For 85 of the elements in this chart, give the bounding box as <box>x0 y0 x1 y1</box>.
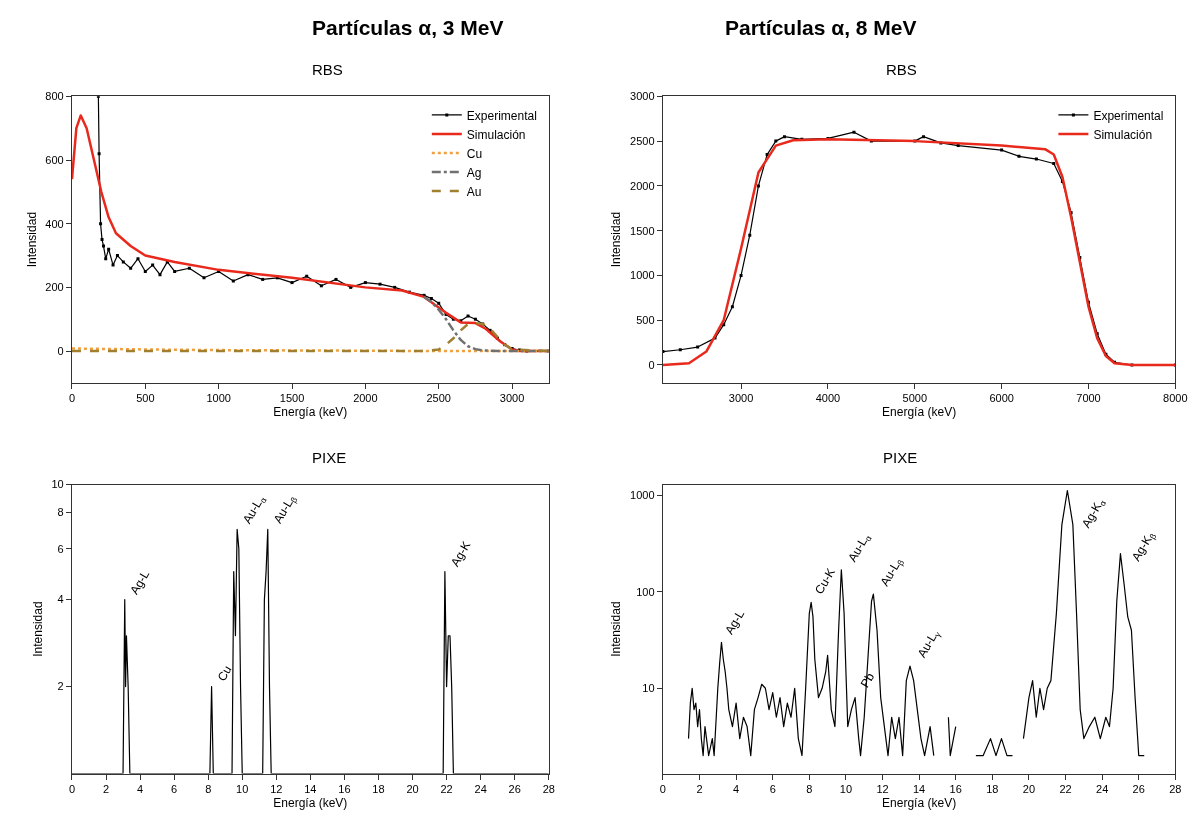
x-tick-label: 1000 <box>206 392 231 405</box>
legend-label: Experimental <box>1093 108 1164 123</box>
x-tick-label: 0 <box>68 782 76 795</box>
x-tick-label: 6000 <box>989 392 1014 405</box>
chart-subtitle: RBS <box>886 61 917 78</box>
x-tick-label: 18 <box>986 782 999 795</box>
x-tick-label: 20 <box>406 782 419 795</box>
x-tick-label: 18 <box>372 782 385 795</box>
y-axis-title: Intensidad <box>609 601 624 657</box>
x-tick-label: 14 <box>913 782 926 795</box>
x-tick-label: 8 <box>806 782 813 795</box>
y-axis-title: Intensidad <box>609 211 624 268</box>
x-tick-label: 24 <box>474 782 487 795</box>
x-tick-label: 500 <box>136 392 155 405</box>
y-tick-label: 4 <box>57 593 64 606</box>
x-tick-label: 10 <box>236 782 249 795</box>
x-tick-label: 26 <box>1132 782 1145 795</box>
y-tick-label: 10 <box>51 478 64 491</box>
y-tick-label: 1000 <box>630 489 655 502</box>
x-tick-label: 26 <box>508 782 521 795</box>
x-tick-label: 5000 <box>902 392 928 405</box>
y-axis-title: Intensidad <box>24 211 39 268</box>
x-tick-label: 6 <box>769 782 776 795</box>
x-tick-label: 2500 <box>426 392 451 405</box>
x-tick-label: 4 <box>733 782 740 795</box>
y-tick-label: 2000 <box>630 179 655 192</box>
y-tick-label: 2500 <box>630 134 655 147</box>
y-tick-label: 0 <box>57 344 64 357</box>
legend-label: Cu <box>466 146 483 161</box>
x-tick-label: 20 <box>1022 782 1036 795</box>
x-tick-label: 22 <box>1059 782 1072 795</box>
x-tick-label: 8 <box>205 782 212 795</box>
x-tick-label: 24 <box>1096 782 1109 795</box>
chart-subtitle: RBS <box>312 61 343 78</box>
legend-label: Ag <box>466 165 482 180</box>
x-tick-label: 28 <box>542 782 555 795</box>
y-tick-label: 100 <box>636 585 655 598</box>
y-axis-title: Intensidad <box>30 601 45 657</box>
x-axis-title: Energía (keV) <box>882 405 957 420</box>
legend-label: Experimental <box>466 108 537 123</box>
x-tick-label: 10 <box>839 782 853 795</box>
x-tick-label: 8000 <box>1163 392 1188 405</box>
y-tick-label: 1000 <box>630 269 655 282</box>
legend-label: Simulación <box>466 127 526 142</box>
x-tick-label: 16 <box>338 782 351 795</box>
x-tick-label: 2 <box>102 782 110 795</box>
x-tick-label: 1500 <box>279 392 305 405</box>
chart-title: Partículas α, 3 MeV <box>312 16 504 39</box>
x-tick-label: 16 <box>949 782 962 795</box>
x-tick-label: 3000 <box>499 392 525 405</box>
x-tick-label: 0 <box>659 782 666 795</box>
y-tick-label: 200 <box>45 281 64 294</box>
chart-title: Partículas α, 8 MeV <box>725 16 917 39</box>
x-axis-title: Energía (keV) <box>273 795 348 810</box>
legend-label: Simulación <box>1093 127 1153 142</box>
x-tick-label: 2 <box>696 782 703 795</box>
x-tick-label: 3000 <box>728 392 754 405</box>
x-tick-label: 0 <box>68 392 76 405</box>
y-tick-label: 1500 <box>630 224 655 237</box>
x-axis-title: Energía (keV) <box>273 405 348 420</box>
y-tick-label: 6 <box>57 542 64 555</box>
x-tick-label: 14 <box>304 782 317 795</box>
y-tick-label: 800 <box>45 90 64 103</box>
annotation: Cu <box>214 663 235 684</box>
chart-title: PIXE <box>883 449 918 466</box>
x-tick-label: 2000 <box>353 392 378 405</box>
x-tick-label: 12 <box>270 782 283 795</box>
y-tick-label: 8 <box>57 506 64 519</box>
y-tick-label: 2 <box>57 680 64 693</box>
x-tick-label: 4 <box>137 782 144 795</box>
x-tick-label: 4000 <box>815 392 841 405</box>
x-axis-title: Energía (keV) <box>882 795 957 810</box>
x-tick-label: 7000 <box>1076 392 1101 405</box>
y-tick-label: 400 <box>45 217 64 230</box>
x-tick-label: 22 <box>440 782 453 795</box>
y-tick-label: 0 <box>648 358 655 371</box>
x-tick-label: 6 <box>171 782 178 795</box>
x-tick-label: 28 <box>1169 782 1182 795</box>
legend-label: Au <box>466 184 482 199</box>
y-tick-label: 3000 <box>630 90 655 103</box>
y-tick-label: 10 <box>642 682 655 695</box>
chart-title: PIXE <box>312 449 347 466</box>
y-tick-label: 600 <box>45 153 64 166</box>
y-tick-label: 500 <box>636 314 655 327</box>
x-tick-label: 12 <box>876 782 889 795</box>
